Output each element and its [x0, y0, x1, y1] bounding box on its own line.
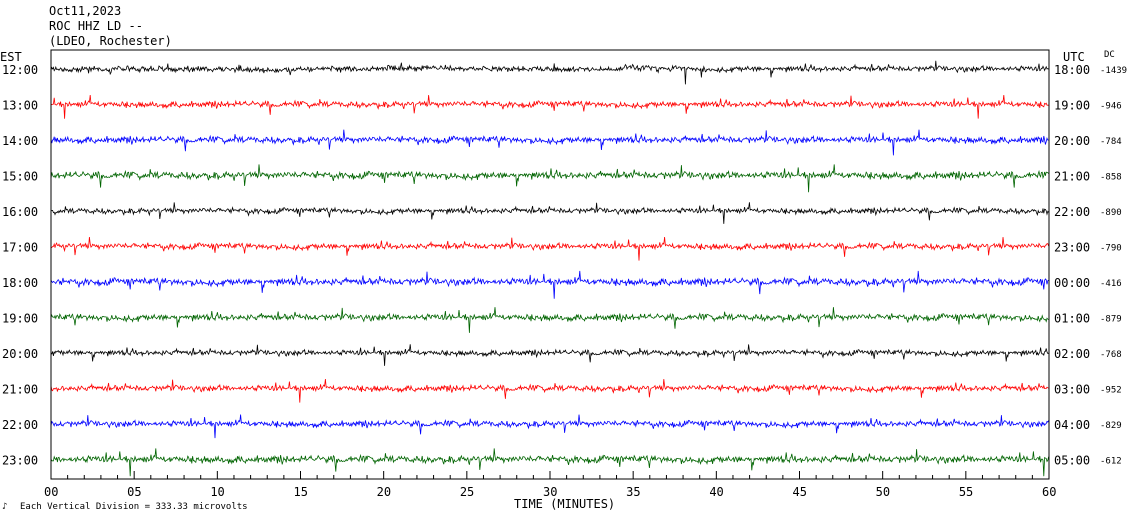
est-label: 19:00	[2, 312, 38, 326]
dc-label: -416	[1100, 279, 1122, 289]
est-label: 13:00	[2, 99, 38, 113]
dc-label: -858	[1100, 173, 1122, 183]
utc-label: 02:00	[1054, 347, 1090, 361]
x-axis: 00 05 10 15 20 25 30 35 40 45 50 55 60	[44, 471, 1056, 499]
x-tick-label: 25	[460, 485, 474, 499]
utc-label: 23:00	[1054, 241, 1090, 255]
est-label: 17:00	[2, 241, 38, 255]
est-label: 23:00	[2, 454, 38, 468]
utc-label: 00:00	[1054, 276, 1090, 290]
x-tick-label: 10	[210, 485, 224, 499]
plot-frame	[50, 49, 1050, 480]
x-tick-label: 00	[44, 485, 58, 499]
trace-group	[50, 60, 1049, 477]
utc-label: 04:00	[1054, 418, 1090, 432]
header-station: ROC HHZ LD --	[49, 19, 143, 33]
x-tick-label: 35	[626, 485, 640, 499]
x-tick-label: 55	[959, 485, 973, 499]
header-network: (LDEO, Rochester)	[49, 34, 172, 48]
est-label: 18:00	[2, 276, 38, 290]
x-tick-label: 60	[1042, 485, 1056, 499]
left-axis-title: EST	[0, 50, 22, 64]
utc-label: 19:00	[1054, 99, 1090, 113]
x-tick-label: 40	[709, 485, 723, 499]
dc-label: -784	[1100, 137, 1122, 147]
dc-label: -768	[1100, 350, 1122, 360]
footer-note: Each Vertical Division = 333.33 microvol…	[20, 502, 248, 512]
x-tick-label: 05	[127, 485, 141, 499]
trace-1700	[50, 236, 1049, 261]
trace-2300	[50, 448, 1049, 477]
x-axis-label: TIME (MINUTES)	[514, 497, 615, 511]
x-tick-label: 50	[876, 485, 890, 499]
dc-title: DC	[1104, 50, 1115, 60]
x-tick-label: 30	[543, 485, 557, 499]
est-label: 20:00	[2, 347, 38, 361]
dc-label: -829	[1100, 421, 1122, 431]
trace-1600	[50, 202, 1049, 224]
trace-2100	[50, 378, 1049, 403]
trace-1300	[50, 94, 1049, 119]
dc-label: -946	[1100, 102, 1122, 112]
x-tick-label: 45	[793, 485, 807, 499]
utc-label: 18:00	[1054, 63, 1090, 77]
utc-label: 05:00	[1054, 454, 1090, 468]
trace-2000	[50, 344, 1049, 366]
trace-1200	[50, 60, 1049, 85]
dc-label: -879	[1100, 315, 1122, 325]
utc-label: 03:00	[1054, 383, 1090, 397]
trace-2200	[50, 414, 1049, 439]
dc-label: -790	[1100, 244, 1122, 254]
x-tick-label: 20	[377, 485, 391, 499]
dc-label: -1439	[1100, 66, 1127, 76]
utc-label: 21:00	[1054, 170, 1090, 184]
trace-1500	[50, 164, 1049, 193]
dc-label: -612	[1100, 457, 1122, 467]
est-label: 21:00	[2, 383, 38, 397]
est-label: 22:00	[2, 418, 38, 432]
trace-1800	[50, 270, 1049, 299]
dc-label: -890	[1100, 208, 1122, 218]
trace-1900	[50, 307, 1049, 333]
est-label: 14:00	[2, 134, 38, 148]
utc-label: 22:00	[1054, 205, 1090, 219]
right-axis-title: UTC	[1063, 50, 1085, 64]
est-label: 12:00	[2, 63, 38, 77]
est-label: 16:00	[2, 205, 38, 219]
footer-note-marker: ♪	[2, 502, 7, 512]
est-label: 15:00	[2, 170, 38, 184]
x-tick-label: 15	[294, 485, 308, 499]
utc-label: 01:00	[1054, 312, 1090, 326]
trace-1400	[50, 129, 1049, 156]
dc-label: -952	[1100, 386, 1122, 396]
utc-label: 20:00	[1054, 134, 1090, 148]
header-date: Oct11,2023	[49, 4, 121, 18]
